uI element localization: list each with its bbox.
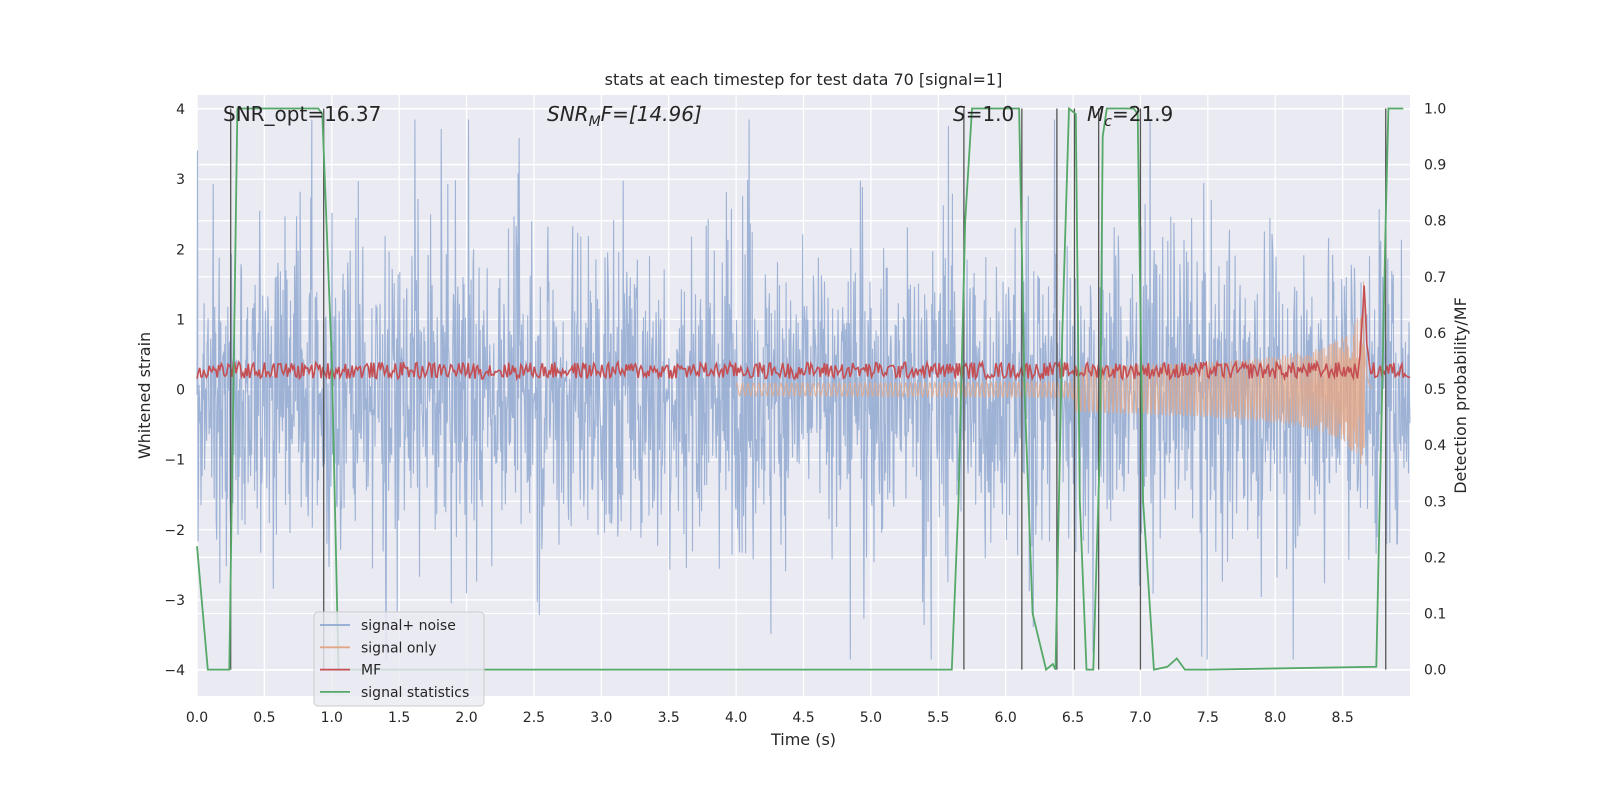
annotation-snr-mf: SNRMF=[14.96]: [547, 102, 702, 130]
legend-label: signal only: [361, 640, 436, 656]
y-tick-label: −4: [164, 663, 185, 679]
x-tick-label: 1.0: [321, 710, 343, 726]
y-right-tick-label: 0.3: [1424, 494, 1446, 510]
x-tick-label: 5.5: [927, 710, 949, 726]
y-right-tick-label: 0.8: [1424, 214, 1446, 230]
mc-value: =21.9: [1112, 102, 1173, 126]
annotation-chirp-mass: Mc=21.9: [1087, 102, 1173, 130]
mc-subscript: c: [1104, 114, 1112, 130]
x-tick-label: 7.5: [1197, 710, 1219, 726]
snr-mf-value: F=[14.96]: [601, 102, 702, 126]
x-tick-label: 2.0: [455, 710, 477, 726]
x-tick-label: 8.5: [1331, 710, 1353, 726]
snr-mf-subscript: M: [589, 114, 601, 130]
y-tick-label: 1: [176, 312, 185, 328]
y-tick-label: −3: [164, 593, 185, 609]
s-symbol: S: [953, 102, 966, 126]
y-right-tick-label: 0.9: [1424, 158, 1446, 174]
x-tick-label: 8.0: [1264, 710, 1286, 726]
y-right-tick-label: 0.0: [1424, 663, 1446, 679]
x-tick-label: 7.0: [1129, 710, 1151, 726]
legend-label: signal statistics: [361, 685, 469, 701]
axis-ticks: 0.0 0.5 1.0 1.5 2.0 2.5 3.0 3.5 4.0 4.5 5.0 5.5 6.0 6…: [164, 101, 1446, 726]
y-right-axis-label: Detection probability/MF: [1451, 297, 1470, 494]
x-tick-label: 0.5: [253, 710, 275, 726]
annotation-snr-opt: SNR_opt=16.37: [223, 102, 381, 126]
legend-box: [313, 611, 485, 707]
x-tick-label: 2.5: [523, 710, 545, 726]
y-tick-label: 2: [176, 242, 185, 258]
x-tick-label: 6.5: [1062, 710, 1084, 726]
x-tick-label: 1.5: [388, 710, 410, 726]
y-right-tick-label: 0.2: [1424, 550, 1446, 566]
x-tick-label: 3.5: [658, 710, 680, 726]
x-tick-label: 4.0: [725, 710, 747, 726]
legend-label: signal+ noise: [361, 618, 456, 634]
y-tick-label: −1: [164, 453, 185, 469]
y-right-tick-label: 0.6: [1424, 326, 1446, 342]
x-tick-label: 6.0: [995, 710, 1017, 726]
mf-trace: [196, 285, 1411, 382]
y-tick-label: −2: [164, 523, 185, 539]
x-tick-label: 5.0: [860, 710, 882, 726]
x-tick-label: 0.0: [186, 710, 208, 726]
x-axis-label: Time (s): [770, 730, 836, 749]
mc-symbol: M: [1087, 102, 1104, 126]
y-right-tick-label: 0.4: [1424, 438, 1446, 454]
y-tick-label: 0: [176, 383, 185, 399]
y-tick-label: 3: [176, 172, 185, 188]
y-tick-label: 4: [176, 102, 185, 118]
signal-statistics-trace: [196, 106, 1404, 672]
snr-mf-symbol: SNR: [547, 102, 589, 126]
y-right-tick-label: 0.5: [1424, 382, 1446, 398]
chart-title: stats at each timestep for test data 70 …: [605, 70, 1003, 89]
x-tick-label: 3.0: [590, 710, 612, 726]
y-right-tick-label: 0.1: [1424, 607, 1446, 623]
signal-statistics-series: [196, 106, 1404, 672]
y-right-tick-label: 0.7: [1424, 270, 1446, 286]
annotation-s: S=1.0: [953, 102, 1014, 126]
s-value: =1.0: [966, 102, 1015, 126]
legend-label: MF: [361, 663, 381, 679]
y-axis-label: Whitened strain: [135, 332, 154, 459]
mf-series: [196, 285, 1411, 382]
y-right-tick-label: 1.0: [1424, 101, 1446, 117]
legend: signal+ noise signal only MF signal statist…: [313, 611, 485, 707]
x-tick-label: 4.5: [792, 710, 814, 726]
